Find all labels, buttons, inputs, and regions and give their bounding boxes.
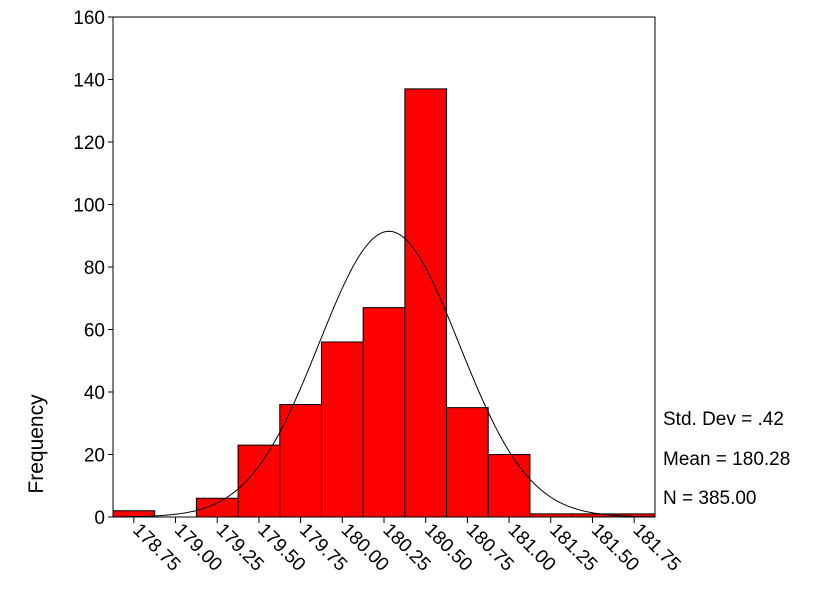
- histogram-bar: [487, 454, 531, 518]
- y-axis-label: Frequency: [25, 394, 48, 494]
- histogram-bar: [362, 307, 406, 518]
- x-axis: 178.75179.00179.25179.50179.75180.00180.…: [128, 517, 685, 576]
- y-tick-label: 40: [84, 383, 105, 404]
- std-dev-label: Std. Dev = .42: [663, 409, 784, 430]
- histogram-bar: [320, 341, 364, 518]
- normal-curve: [112, 230, 656, 518]
- x-tick-label: 181.75: [629, 520, 685, 576]
- mean-label: Mean = 180.28: [663, 449, 791, 470]
- histogram-bar: [279, 404, 322, 518]
- histogram-bar: [404, 88, 448, 518]
- histogram-bar: [237, 444, 281, 518]
- histogram-bar: [446, 407, 489, 518]
- y-tick-label: 0: [94, 508, 105, 529]
- y-tick-label: 20: [84, 446, 105, 467]
- n-label: N = 385.00: [663, 488, 757, 509]
- y-tick-label: 60: [84, 321, 105, 342]
- y-axis: 0 20 40 60 80 100 120 140 160: [73, 8, 113, 529]
- y-tick-label: 80: [84, 258, 105, 279]
- histogram-bars: [112, 88, 656, 518]
- y-tick-label: 100: [73, 196, 105, 217]
- y-tick-label: 140: [73, 71, 105, 92]
- y-tick-label: 120: [73, 133, 105, 154]
- y-tick-label: 160: [73, 8, 105, 29]
- histogram-bar: [195, 497, 239, 518]
